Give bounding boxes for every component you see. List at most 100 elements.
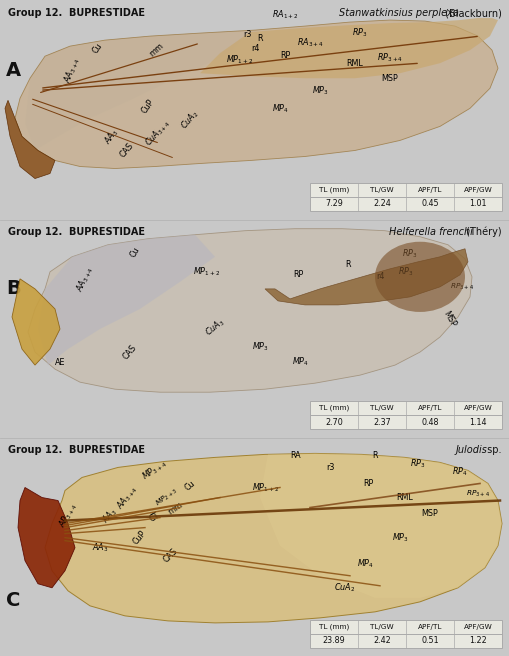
Text: $RP_{3+4}$: $RP_{3+4}$ [465,489,489,499]
Text: CT: CT [148,511,161,524]
Polygon shape [200,18,497,78]
Polygon shape [5,100,55,178]
Polygon shape [18,487,75,588]
Polygon shape [38,235,215,365]
Text: CAS: CAS [118,141,135,159]
Text: R: R [372,451,377,460]
Text: B: B [6,279,21,298]
Text: $MP_{3+4}$: $MP_{3+4}$ [140,457,169,483]
Text: TL/GW: TL/GW [370,405,393,411]
Text: mm: mm [148,41,165,59]
Text: $AA_{3+4}$: $AA_{3+4}$ [73,264,96,294]
Text: TL/GW: TL/GW [370,624,393,630]
Text: Helferella frenchi: Helferella frenchi [388,227,472,237]
Text: APF/TL: APF/TL [417,624,441,630]
Text: APF/GW: APF/GW [463,186,491,193]
Polygon shape [15,20,497,169]
Text: CAS: CAS [121,343,138,361]
Ellipse shape [374,242,464,312]
Text: RML: RML [346,58,362,68]
Text: $MP_3$: $MP_3$ [391,531,408,544]
Text: 0.45: 0.45 [420,199,438,208]
Text: R: R [345,260,350,270]
Text: Group 12.  BUPRESTIDAE: Group 12. BUPRESTIDAE [8,445,145,455]
Text: AE: AE [54,358,65,367]
Text: $AA_3$: $AA_3$ [102,126,122,147]
Text: CuP: CuP [139,98,156,115]
Text: $CuA_3$: $CuA_3$ [203,316,227,338]
Text: $MP_4$: $MP_4$ [271,102,288,115]
Text: Julodis: Julodis [455,445,487,455]
Text: RML: RML [396,493,413,502]
Text: $AP_{3+4}$: $AP_{3+4}$ [56,501,80,530]
FancyBboxPatch shape [309,620,501,648]
Text: $RP_3$: $RP_3$ [402,247,417,260]
Text: MSP: MSP [381,73,398,83]
Text: $CuA_2$: $CuA_2$ [178,108,201,133]
Text: Cu: Cu [90,41,103,55]
Text: APF/GW: APF/GW [463,624,491,630]
FancyBboxPatch shape [309,401,501,429]
Text: 0.51: 0.51 [420,636,438,646]
Text: 1.14: 1.14 [468,418,486,427]
Text: 2.37: 2.37 [373,418,390,427]
Text: $CuA_{3+4}$: $CuA_{3+4}$ [143,117,173,150]
Text: r3: r3 [242,30,251,39]
Text: Stanwatkinsius perplexa: Stanwatkinsius perplexa [338,8,458,18]
Text: mm: mm [165,501,184,517]
Text: 23.89: 23.89 [322,636,345,646]
Text: $AA_3$: $AA_3$ [100,505,120,526]
Text: $MP_4$: $MP_4$ [291,356,308,369]
Text: 1.22: 1.22 [468,636,486,646]
Text: Group 12.  BUPRESTIDAE: Group 12. BUPRESTIDAE [8,227,145,237]
Text: sp.: sp. [484,445,501,455]
Text: MSP: MSP [421,509,438,518]
Text: $MP_3$: $MP_3$ [251,341,268,354]
Text: TL/GW: TL/GW [370,186,393,193]
Text: $RP_3$: $RP_3$ [398,266,413,278]
Text: R: R [257,33,262,43]
Text: 7.29: 7.29 [324,199,342,208]
Text: APF/GW: APF/GW [463,405,491,411]
Text: Cu: Cu [183,479,196,493]
Text: $MP_3$: $MP_3$ [311,84,328,96]
Text: $AA_{3+4}$: $AA_{3+4}$ [114,483,140,512]
Text: $MP_{2+3}$: $MP_{2+3}$ [154,485,180,509]
Text: $RP_3$: $RP_3$ [352,27,367,39]
Text: RP: RP [292,270,302,279]
Text: $RP_{3+4}$: $RP_{3+4}$ [376,52,402,64]
Text: $RP_4$: $RP_4$ [451,465,467,478]
Text: $RP_{3+4}$: $RP_{3+4}$ [449,282,473,292]
Text: APF/TL: APF/TL [417,405,441,411]
Text: RP: RP [279,51,290,60]
Text: r4: r4 [250,44,259,52]
Text: $AA_3$: $AA_3$ [92,541,108,554]
Text: TL (mm): TL (mm) [318,405,349,411]
Text: $MP_{1+2}$: $MP_{1+2}$ [193,266,220,278]
Polygon shape [25,30,249,150]
Text: Group 12.  BUPRESTIDAE: Group 12. BUPRESTIDAE [8,8,145,18]
Text: 1.01: 1.01 [468,199,486,208]
Text: TL (mm): TL (mm) [318,186,349,193]
Text: $CuA_2$: $CuA_2$ [334,581,355,594]
FancyBboxPatch shape [309,182,501,211]
Text: (Blackburn): (Blackburn) [441,8,501,18]
Text: MSP: MSP [441,310,457,329]
Text: TL (mm): TL (mm) [318,624,349,630]
Text: Cu: Cu [128,245,142,258]
Text: r4: r4 [375,272,383,281]
Polygon shape [260,453,501,598]
Text: A: A [6,61,21,80]
Text: C: C [6,591,20,610]
Text: $RP_3$: $RP_3$ [409,457,425,470]
Polygon shape [12,279,60,365]
Polygon shape [28,229,471,392]
Text: $MP_{1+2}$: $MP_{1+2}$ [252,482,279,494]
Text: 2.70: 2.70 [325,418,342,427]
Text: 2.24: 2.24 [373,199,390,208]
Text: $AA_{3+4}$: $AA_{3+4}$ [61,55,82,85]
Text: r3: r3 [325,463,333,472]
Polygon shape [45,453,501,623]
Text: RA: RA [290,451,301,460]
Text: RP: RP [362,479,373,488]
